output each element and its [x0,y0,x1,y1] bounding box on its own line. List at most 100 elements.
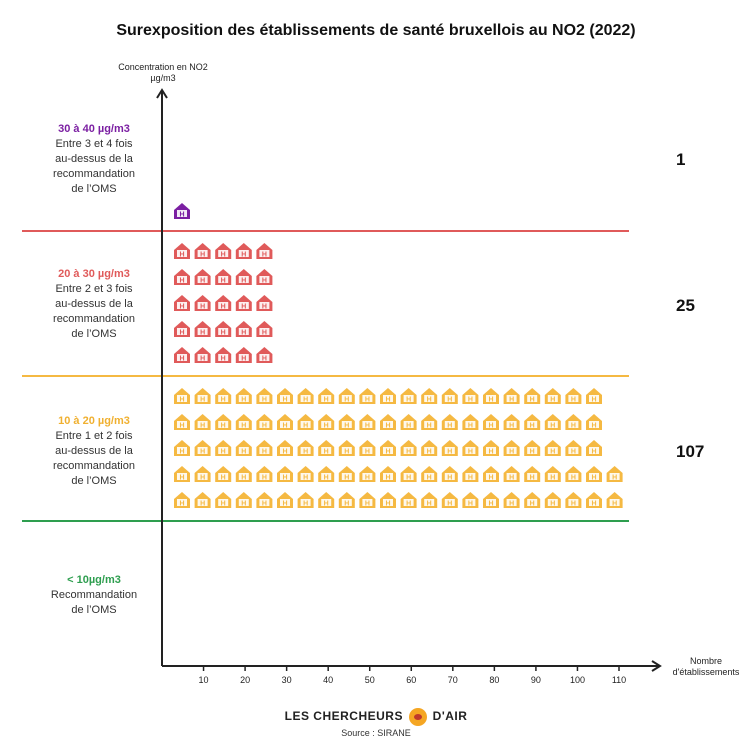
hospital-house-icon: H [174,295,190,311]
svg-text:H: H [221,252,226,259]
svg-text:H: H [530,423,535,430]
hospital-house-icon: H [174,492,190,508]
svg-text:H: H [221,501,226,508]
svg-text:H: H [221,278,226,285]
svg-text:H: H [221,423,226,430]
svg-text:H: H [468,397,473,404]
hospital-house-icon: H [524,388,541,404]
hospital-house-icon: H [565,388,582,404]
svg-text:H: H [406,475,411,482]
hospital-house-icon: H [235,414,252,430]
hospital-house-icon: H [359,388,376,404]
svg-text:H: H [200,475,205,482]
x-tick-label: 80 [489,675,499,685]
svg-text:H: H [179,278,184,285]
hospital-house-icon: H [380,440,396,456]
svg-text:H: H [591,449,596,456]
svg-text:H: H [427,475,432,482]
svg-text:H: H [200,449,205,456]
hospital-house-icon: H [483,492,499,508]
hospital-house-icon: H [462,388,479,404]
band-label-under-10: < 10µg/m3 Recommandation de l’OMS [24,573,164,618]
hospital-house-icon: H [194,388,211,404]
svg-text:H: H [221,356,226,363]
band-desc-line: au-dessus de la [55,445,133,457]
band-desc-line: recommandation [53,313,135,325]
band-label-30-40: 30 à 40 µg/m3 Entre 3 et 4 fois au-dessu… [24,122,164,197]
svg-text:H: H [365,397,370,404]
svg-text:H: H [262,252,267,259]
svg-text:H: H [550,501,555,508]
svg-text:H: H [571,475,576,482]
hospital-house-icon: H [565,440,582,456]
hospital-house-icon: H [441,440,458,456]
svg-text:H: H [241,423,246,430]
svg-text:H: H [447,423,452,430]
hospital-house-icon: H [421,440,438,456]
hospital-house-icon: H [565,466,582,482]
hospital-house-icon: H [194,492,211,508]
svg-text:H: H [427,397,432,404]
svg-text:H: H [365,449,370,456]
hospital-house-icon: H [318,388,335,404]
svg-text:H: H [200,252,205,259]
hospital-house-icon: H [215,388,232,404]
svg-text:H: H [344,449,349,456]
svg-text:H: H [591,475,596,482]
y-axis-label: Concentration en NO2 µg/m3 [108,62,218,84]
svg-text:H: H [241,330,246,337]
svg-text:H: H [241,278,246,285]
svg-text:H: H [427,449,432,456]
svg-text:H: H [530,397,535,404]
hospital-house-icon: H [359,440,376,456]
svg-text:H: H [591,423,596,430]
hospital-house-icon: H [174,203,190,219]
svg-text:H: H [406,449,411,456]
svg-text:H: H [385,475,390,482]
hospital-house-icon: H [441,492,458,508]
svg-text:H: H [262,475,267,482]
hospital-house-icon: H [380,388,396,404]
hospital-house-icon: H [318,492,335,508]
hospital-house-icon: H [174,269,190,285]
hospital-house-icon: H [338,492,355,508]
svg-text:H: H [385,397,390,404]
svg-text:H: H [530,449,535,456]
svg-text:H: H [427,501,432,508]
hospital-house-icon: H [277,440,293,456]
hospital-house-icon: H [338,388,355,404]
hospital-house-icon: H [586,440,602,456]
hospital-house-icon: H [235,321,252,337]
svg-text:H: H [488,449,493,456]
hospital-house-icon: H [586,388,602,404]
hospital-house-icon: H [483,440,499,456]
hospital-house-icon: H [483,414,499,430]
svg-text:H: H [303,449,308,456]
svg-text:H: H [571,397,576,404]
hospital-house-icon: H [359,492,376,508]
svg-text:H: H [221,304,226,311]
hospital-house-icon: H [297,388,314,404]
hospital-house-icon: H [421,492,438,508]
svg-text:H: H [324,449,329,456]
svg-text:H: H [282,423,287,430]
hospital-house-icon: H [544,414,561,430]
hospital-house-icon: H [235,347,252,363]
svg-text:H: H [324,501,329,508]
hospital-house-icon: H [318,466,335,482]
svg-text:H: H [550,423,555,430]
svg-text:H: H [221,330,226,337]
svg-text:H: H [200,423,205,430]
hospital-house-icon: H [235,466,252,482]
band-desc-line: de l’OMS [71,475,117,487]
svg-text:H: H [303,423,308,430]
hospital-house-icon: H [256,295,273,311]
svg-text:H: H [241,397,246,404]
hospital-house-icon: H [462,440,479,456]
hospital-house-icon: H [441,388,458,404]
hospital-house-icon: H [235,492,252,508]
hospital-house-icon: H [256,243,273,259]
svg-text:H: H [179,304,184,311]
hospital-house-icon: H [503,440,520,456]
